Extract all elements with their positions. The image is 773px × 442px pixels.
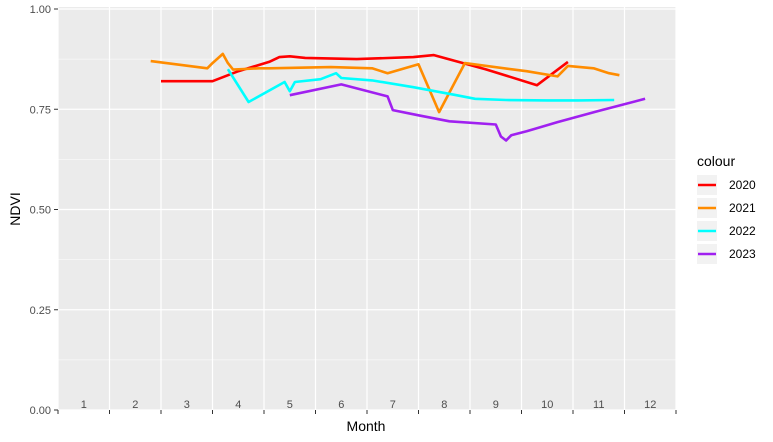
series-line-2020 xyxy=(161,53,569,87)
legend-title: colour xyxy=(697,153,735,169)
x-month-label: 11 xyxy=(593,399,604,411)
y-tick-label: 1.00 xyxy=(30,4,51,16)
y-tick-label: 0.75 xyxy=(30,104,51,116)
legend-label-2023: 2023 xyxy=(729,247,756,261)
series-line-2021 xyxy=(150,52,620,114)
x-month-label: 5 xyxy=(287,399,293,411)
x-month-label: 9 xyxy=(493,399,499,411)
legend: colour 2020 2021 2022 2023 xyxy=(697,153,756,264)
x-axis-title: Month xyxy=(347,418,386,434)
x-month-label: 7 xyxy=(390,399,396,411)
y-tick-label: 0.25 xyxy=(30,305,51,317)
y-axis-title: NDVI xyxy=(7,192,23,225)
legend-label-2021: 2021 xyxy=(729,201,756,215)
legend-label-2022: 2022 xyxy=(729,224,756,238)
x-month-labels: 1 2 3 4 5 6 7 8 9 10 11 12 xyxy=(81,399,657,411)
legend-label-2020: 2020 xyxy=(729,178,756,192)
x-month-label: 3 xyxy=(184,399,190,411)
x-month-label: 4 xyxy=(235,399,241,411)
x-month-label: 6 xyxy=(338,399,344,411)
x-month-label: 8 xyxy=(441,399,447,411)
x-month-label: 12 xyxy=(644,399,656,411)
series-lines xyxy=(150,52,646,142)
y-tick-label: 0.50 xyxy=(30,205,51,217)
axes: 0.00 0.25 0.50 0.75 1.00 xyxy=(30,4,677,417)
series-line-2023 xyxy=(289,83,646,142)
x-month-label: 10 xyxy=(541,399,553,411)
x-month-label: 2 xyxy=(132,399,138,411)
y-tick-label: 0.00 xyxy=(30,405,51,417)
series-line-2022 xyxy=(226,68,615,104)
x-month-label: 1 xyxy=(81,399,87,411)
gridlines xyxy=(57,7,677,411)
